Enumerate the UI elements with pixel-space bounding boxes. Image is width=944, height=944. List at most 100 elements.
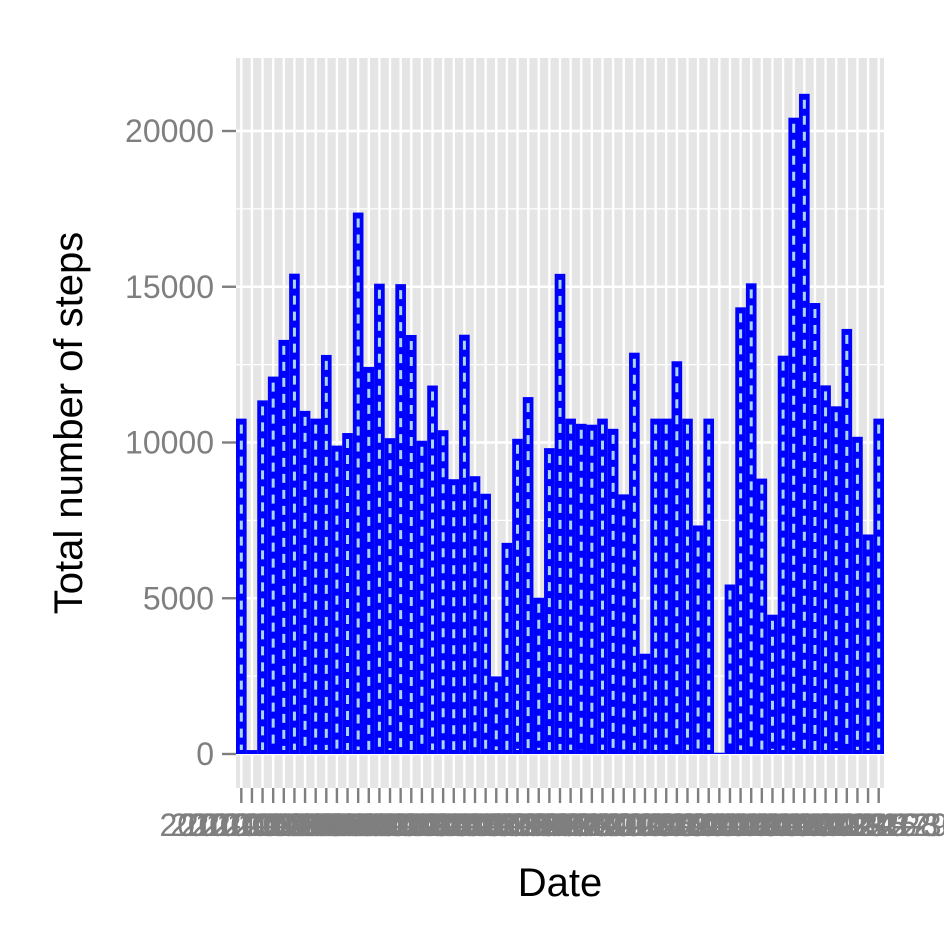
bar-fill — [257, 400, 268, 754]
x-tick-label: 2012-10-09 — [244, 807, 408, 843]
x-tick-label: 2012-10-07 — [223, 807, 387, 843]
bar — [395, 284, 406, 754]
bar — [522, 397, 534, 754]
bar — [267, 376, 279, 754]
bar — [554, 273, 566, 754]
bar — [618, 494, 630, 754]
bar — [331, 445, 343, 754]
bar — [703, 418, 715, 754]
bar — [830, 406, 842, 754]
x-tick-label: 2012-10-08 — [234, 807, 398, 843]
bar — [692, 525, 704, 754]
bar-fill — [459, 334, 470, 754]
x-axis: 2012-10-012012-10-022012-10-032012-10-04… — [159, 788, 944, 843]
bar — [352, 212, 364, 754]
x-tick-label: 2012-11-23 — [724, 807, 885, 843]
bar — [777, 355, 789, 754]
x-tick-label: 2012-10-03 — [181, 807, 345, 843]
bar — [405, 334, 417, 754]
x-tick-label: 2012-11-10 — [586, 807, 747, 843]
bar — [533, 597, 545, 754]
y-tick-label: 0 — [196, 736, 214, 772]
x-tick-label: 2012-10-19 — [351, 807, 515, 843]
y-tick-label: 15000 — [125, 269, 214, 305]
bar — [873, 418, 884, 754]
x-tick-label: 2012-10-25 — [414, 807, 578, 843]
bar-fill — [522, 397, 534, 754]
bar — [512, 438, 523, 754]
x-tick-label: 2012-11-11 — [597, 807, 756, 843]
x-tick-label: 2012-11-21 — [702, 807, 863, 843]
x-tick-label: 2012-11-08 — [564, 807, 725, 843]
bar-fill — [480, 493, 491, 754]
x-tick-label: 2012-11-13 — [617, 807, 778, 843]
bar-fill — [724, 584, 736, 754]
bar — [320, 354, 332, 754]
bar — [416, 440, 428, 754]
bar — [809, 303, 821, 754]
x-tick-label: 2012-11-25 — [745, 807, 906, 843]
x-tick-label: 2012-10-22 — [383, 807, 547, 843]
x-tick-label: 2012-10-21 — [372, 807, 536, 843]
bar-fill — [639, 653, 651, 754]
bar-fill — [618, 494, 630, 754]
bar — [575, 423, 587, 754]
x-tick-label: 2012-10-23 — [393, 807, 557, 843]
bar — [459, 334, 470, 754]
x-tick-label: 2012-10-17 — [329, 807, 493, 843]
bar — [374, 283, 385, 754]
x-tick-label: 2012-10-12 — [276, 807, 440, 843]
x-tick-label: 2012-10-02 — [170, 807, 334, 843]
bar-fill — [586, 424, 598, 754]
x-tick-label: 2012-10-06 — [213, 807, 377, 843]
x-tick-label: 2012-10-16 — [319, 807, 483, 843]
x-tick-label: 2012-10-04 — [191, 807, 355, 843]
bar — [756, 478, 768, 754]
bar — [565, 418, 576, 754]
x-tick-label: 2012-11-02 — [501, 807, 662, 843]
bar — [384, 438, 396, 754]
x-axis-title: Date — [518, 861, 603, 905]
bar — [862, 534, 874, 754]
bar-fill — [809, 303, 821, 754]
bar — [650, 418, 661, 754]
x-tick-label: 2012-11-04 — [522, 807, 683, 843]
bar — [629, 352, 640, 754]
bar — [363, 366, 375, 754]
bar-fill — [278, 339, 290, 754]
bar-fill — [607, 428, 619, 754]
bar — [586, 424, 598, 754]
x-tick-label: 2012-10-05 — [202, 807, 366, 843]
bar — [437, 430, 449, 754]
bar — [841, 328, 853, 754]
bar — [767, 614, 778, 754]
x-tick-label: 2012-10-30 — [468, 807, 632, 843]
x-tick-label: 2012-11-15 — [639, 807, 800, 843]
x-tick-label: 2012-11-17 — [660, 807, 821, 843]
x-tick-label: 2012-11-26 — [756, 807, 917, 843]
y-tick-label: 10000 — [125, 425, 214, 461]
x-tick-label: 2012-10-20 — [361, 807, 525, 843]
x-tick-label: 2012-11-20 — [692, 807, 853, 843]
bar — [278, 339, 290, 754]
bar-fill — [714, 752, 725, 754]
bar — [427, 385, 438, 754]
bar-fill — [735, 307, 746, 754]
bars — [236, 93, 884, 755]
bar — [714, 752, 725, 754]
y-tick-label: 20000 — [125, 113, 214, 149]
y-axis-title: Total number of steps — [47, 232, 91, 614]
bar — [639, 653, 651, 754]
bar-fill — [671, 361, 683, 754]
x-tick-label: 2012-11-28 — [777, 807, 938, 843]
x-tick-label: 2012-11-19 — [681, 807, 842, 843]
bar — [257, 400, 268, 754]
x-tick-label: 2012-10-18 — [340, 807, 504, 843]
bar-fill — [363, 366, 375, 754]
x-tick-label: 2012-10-26 — [425, 807, 589, 843]
bar — [490, 676, 502, 754]
bar-fill — [246, 750, 258, 754]
x-tick-label: 2012-10-28 — [446, 807, 610, 843]
x-tick-label: 2012-11-06 — [543, 807, 704, 843]
bar-fill — [289, 273, 300, 754]
